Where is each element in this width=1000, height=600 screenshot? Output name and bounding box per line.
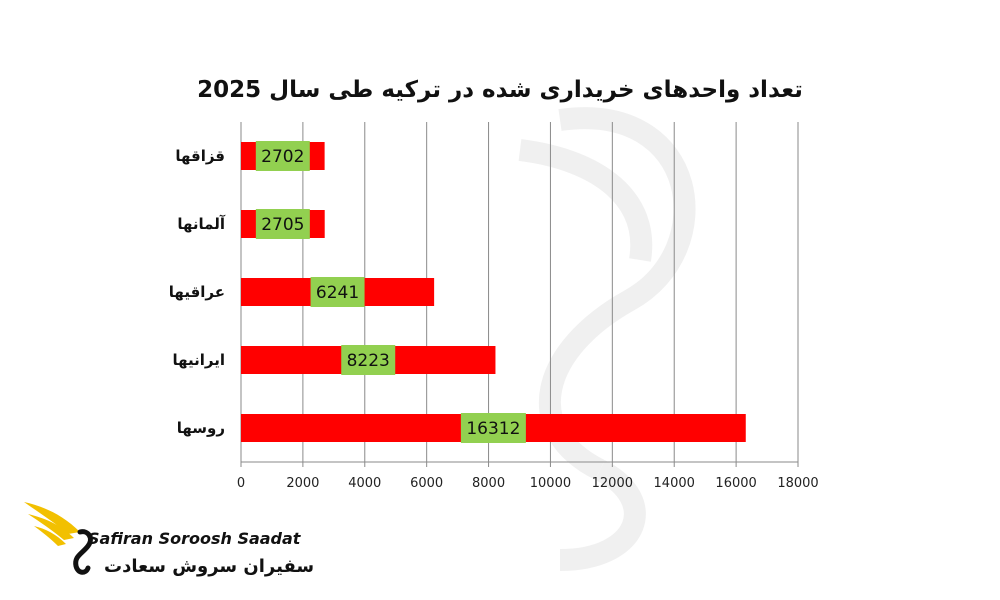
x-tick-label: 2000 — [286, 476, 319, 491]
x-axis-ticks: 0 2000 4000 6000 8000 10000 12000 14000 16000 180… — [237, 462, 819, 491]
category-label: آلمانها — [177, 215, 225, 233]
x-tick-label: 16000 — [715, 476, 756, 491]
x-tick-label: 10000 — [530, 476, 571, 491]
eagle-wing-icon — [24, 502, 93, 575]
category-label: روسها — [177, 419, 225, 437]
x-tick-label: 0 — [237, 476, 245, 491]
data-label-box — [341, 345, 396, 375]
data-label: 2702 — [261, 147, 304, 167]
x-tick-label: 12000 — [592, 476, 633, 491]
x-tick-label: 6000 — [410, 476, 443, 491]
data-label: 8223 — [347, 351, 390, 371]
data-label-box — [255, 141, 310, 171]
logo-text-fa: سفیران سروش سعادت — [104, 556, 314, 577]
gridlines — [240, 122, 799, 463]
data-label-box — [460, 413, 526, 443]
category-label: ایرانیها — [172, 351, 225, 369]
category-labels: قزاقها آلمانها عراقیها ایرانیها روسها — [169, 147, 226, 437]
x-tick-label: 18000 — [777, 476, 818, 491]
watermark-graphic — [518, 107, 696, 571]
logo-text-en: Safiran Soroosh Saadat — [88, 529, 302, 548]
category-label: قزاقها — [175, 147, 225, 165]
data-label: 6241 — [316, 283, 359, 303]
x-tick-label: 8000 — [472, 476, 505, 491]
chart-title: تعداد واحدهای خریداری شده در ترکیه طی سا… — [197, 77, 803, 103]
data-label-box — [310, 277, 365, 307]
x-tick-label: 14000 — [654, 476, 695, 491]
x-tick-label: 4000 — [348, 476, 381, 491]
data-label: 2705 — [261, 215, 304, 235]
data-label: 16312 — [466, 419, 520, 439]
category-label: عراقیها — [169, 283, 225, 301]
company-logo: Safiran Soroosh Saadat سفیران سروش سعادت — [24, 502, 314, 577]
bars: 2702 2705 6241 8223 16312 — [241, 141, 746, 443]
data-label-box — [255, 209, 310, 239]
